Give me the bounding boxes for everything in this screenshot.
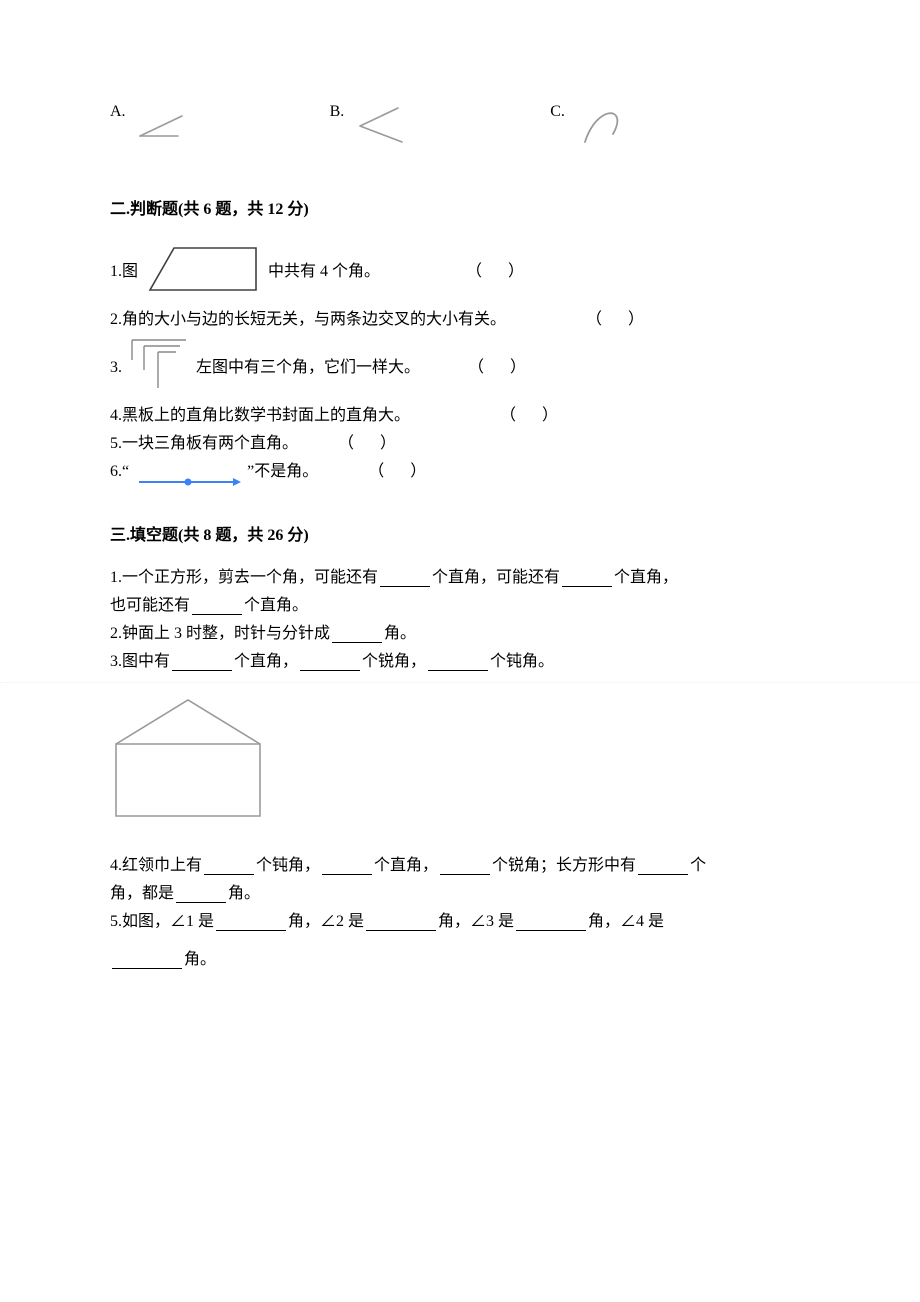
s3-q1-l2: 也可能还有 个直角。 — [110, 594, 810, 618]
blank[interactable] — [172, 653, 232, 672]
s2-q3-paren: （ ） — [468, 356, 528, 380]
s3-q1-l1: 1.一个正方形，剪去一个角，可能还有 个直角，可能还有 个直角， — [110, 566, 810, 590]
s2-q1-paren: （ ） — [466, 260, 526, 284]
s3-q1-a: 1.一个正方形，剪去一个角，可能还有 — [110, 566, 378, 590]
choice-a-label: A. — [110, 100, 126, 124]
s3-q4-e: 个 — [690, 854, 706, 878]
s2-q2-text: 2.角的大小与边的长短无关，与两条边交叉的大小有关。 — [110, 308, 506, 332]
blank[interactable] — [300, 653, 360, 672]
s3-q2: 2.钟面上 3 时整，时针与分针成 角。 — [110, 622, 810, 646]
s2-q4: 4.黑板上的直角比数学书封面上的直角大。 （ ） — [110, 404, 810, 428]
s2-q3-a: 3. — [110, 356, 122, 380]
choice-b-label: B. — [330, 100, 345, 124]
s3-q5-b: 角，∠2 是 — [288, 910, 364, 934]
s3-q4-c: 个直角， — [374, 854, 438, 878]
s3-q1-c: 个直角， — [614, 566, 678, 590]
trapezoid-icon — [144, 240, 264, 304]
s2-q6-paren: （ ） — [368, 460, 428, 484]
section2-title: 二.判断题(共 6 题，共 12 分) — [110, 198, 810, 222]
s3-q3-c: 个锐角， — [362, 650, 426, 674]
s2-q6: 6.“ ”不是角。 （ ） — [110, 460, 810, 484]
s3-q3-b: 个直角， — [234, 650, 298, 674]
s3-q5-d: 角，∠4 是 — [588, 910, 664, 934]
blank[interactable] — [192, 597, 242, 616]
s3-q4-a: 4.红领巾上有 — [110, 854, 202, 878]
s3-q5-c: 角，∠3 是 — [438, 910, 514, 934]
s3-q4-l2: 角，都是 角。 — [110, 882, 810, 906]
mid-dotted-line — [0, 682, 920, 683]
s3-q4-d: 个锐角；长方形中有 — [492, 854, 636, 878]
s3-q4-b: 个钝角， — [256, 854, 320, 878]
blank[interactable] — [562, 569, 612, 588]
angles3-icon — [128, 336, 192, 400]
choice-b-figure — [350, 100, 420, 158]
blue-line-icon — [133, 474, 243, 498]
blank[interactable] — [638, 857, 688, 876]
s2-q1: 1.图 中共有 4 个角。 （ ） — [110, 240, 810, 304]
page: A. B. C. — [0, 0, 920, 1302]
choice-a: A. — [110, 100, 202, 152]
s3-q3: 3.图中有 个直角， 个锐角， 个钝角。 — [110, 650, 810, 674]
s3-q5-l1: 5.如图，∠1 是 角，∠2 是 角，∠3 是 角，∠4 是 — [110, 910, 810, 934]
s3-q1-d: 也可能还有 — [110, 594, 190, 618]
choice-a-figure — [132, 100, 202, 152]
s3-q5-e: 角。 — [184, 948, 216, 972]
s2-q1-b: 中共有 4 个角。 — [268, 260, 380, 284]
s2-q6-a: 6.“ — [110, 460, 129, 484]
s2-q6-b: ”不是角。 — [247, 460, 318, 484]
house-figure — [110, 692, 810, 830]
choice-b: B. — [330, 100, 421, 158]
s3-q4-g: 角。 — [228, 882, 260, 906]
choice-c: C. — [550, 100, 641, 162]
s2-q4-paren: （ ） — [500, 404, 560, 428]
choice-row: A. B. C. — [110, 100, 810, 162]
s3-q3-d: 个钝角。 — [490, 650, 554, 674]
blank[interactable] — [322, 857, 372, 876]
blank[interactable] — [440, 857, 490, 876]
s2-q3: 3. 左图中有三个角，它们一样大。 （ ） — [110, 336, 810, 400]
s3-q5-l2: 角。 — [110, 948, 810, 972]
choice-c-label: C. — [550, 100, 565, 124]
section3-title: 三.填空题(共 8 题，共 26 分) — [110, 524, 810, 548]
s3-q5-a: 5.如图，∠1 是 — [110, 910, 214, 934]
s2-q4-text: 4.黑板上的直角比数学书封面上的直角大。 — [110, 404, 410, 428]
s2-q1-a: 1.图 — [110, 260, 138, 284]
s2-q2-paren: （ ） — [586, 308, 646, 332]
blank[interactable] — [332, 625, 382, 644]
s3-q1-b: 个直角，可能还有 — [432, 566, 560, 590]
blank[interactable] — [380, 569, 430, 588]
choice-c-figure — [571, 100, 641, 162]
s3-q4-l1: 4.红领巾上有 个钝角， 个直角， 个锐角；长方形中有 个 — [110, 854, 810, 878]
s3-q4-f: 角，都是 — [110, 882, 174, 906]
blank[interactable] — [112, 951, 182, 970]
s2-q3-b: 左图中有三个角，它们一样大。 — [196, 356, 420, 380]
s3-q1-e: 个直角。 — [244, 594, 308, 618]
s2-q2: 2.角的大小与边的长短无关，与两条边交叉的大小有关。 （ ） — [110, 308, 810, 332]
blank[interactable] — [428, 653, 488, 672]
blank[interactable] — [366, 913, 436, 932]
blank[interactable] — [204, 857, 254, 876]
s2-q5-text: 5.一块三角板有两个直角。 — [110, 432, 298, 456]
s3-q2-b: 角。 — [384, 622, 416, 646]
blank[interactable] — [216, 913, 286, 932]
s2-q5-paren: （ ） — [338, 432, 398, 456]
blank[interactable] — [516, 913, 586, 932]
s3-q2-a: 2.钟面上 3 时整，时针与分针成 — [110, 622, 330, 646]
s2-q5: 5.一块三角板有两个直角。 （ ） — [110, 432, 810, 456]
s3-q3-a: 3.图中有 — [110, 650, 170, 674]
blank[interactable] — [176, 885, 226, 904]
